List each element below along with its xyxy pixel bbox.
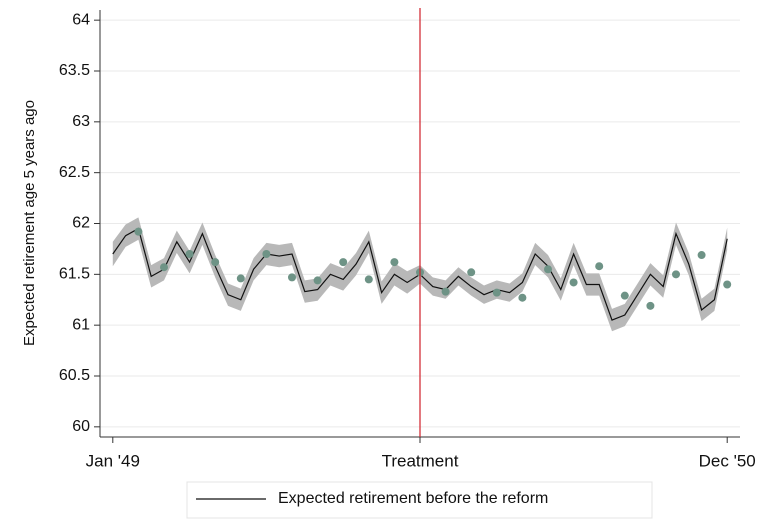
data-point <box>211 258 220 267</box>
legend-label: Expected retirement before the reform <box>278 490 548 507</box>
data-point <box>390 258 399 267</box>
data-point <box>262 250 271 258</box>
legend <box>186 481 653 519</box>
data-point <box>672 270 680 279</box>
y-axis-label: Expected retirement age 5 years ago <box>21 100 38 346</box>
data-point <box>595 262 604 271</box>
data-point <box>160 263 168 272</box>
data-point <box>646 301 655 310</box>
x-tick-label: Dec '50 <box>699 451 756 470</box>
y-tick-label: 62 <box>72 215 90 232</box>
data-point <box>697 251 706 260</box>
data-point <box>288 273 296 282</box>
data-point <box>236 274 245 283</box>
x-tick-label: Treatment <box>382 451 459 470</box>
y-tick-label: 64 <box>72 11 90 28</box>
data-point <box>364 275 373 284</box>
y-tick-label: 63.5 <box>59 62 90 79</box>
data-point <box>569 278 578 287</box>
data-point <box>313 276 322 285</box>
data-point <box>441 287 450 296</box>
y-tick-label: 60.5 <box>59 367 90 384</box>
data-point <box>134 227 143 236</box>
data-point <box>492 288 501 297</box>
data-point <box>620 291 629 300</box>
y-tick-label: 61 <box>72 316 90 333</box>
y-tick-label: 61.5 <box>59 266 90 283</box>
y-tick-label: 62.5 <box>59 164 90 181</box>
data-point <box>544 265 552 274</box>
data-point <box>518 293 527 302</box>
x-tick-label: Jan '49 <box>86 451 140 470</box>
y-tick-label: 60 <box>72 418 90 435</box>
data-point <box>467 268 476 277</box>
y-tick-label: 63 <box>72 113 90 130</box>
data-point <box>339 258 348 267</box>
data-point <box>185 250 194 258</box>
data-point <box>723 280 732 289</box>
